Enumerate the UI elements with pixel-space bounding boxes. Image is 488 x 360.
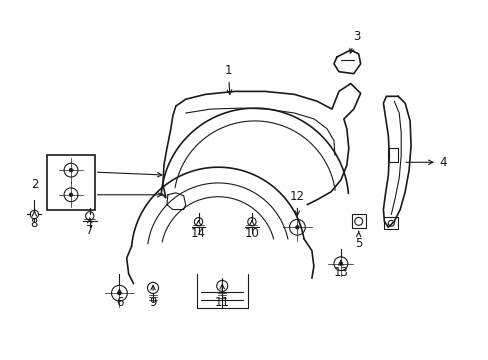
Bar [47, 156, 95, 210]
Text: 5: 5 [354, 231, 362, 250]
Text: 6: 6 [116, 289, 123, 309]
Text: 8: 8 [31, 211, 38, 230]
Text: 4: 4 [405, 156, 447, 169]
Text: 10: 10 [244, 221, 259, 240]
Bar [351, 215, 365, 228]
Text: 3: 3 [349, 30, 360, 53]
Text: 13: 13 [333, 261, 347, 279]
Circle shape [339, 262, 342, 265]
Text: 1: 1 [224, 64, 231, 94]
Text: 12: 12 [289, 190, 305, 215]
Text: 7: 7 [86, 218, 93, 237]
Text: 11: 11 [214, 284, 229, 309]
Text: 9: 9 [149, 285, 157, 309]
Circle shape [118, 292, 121, 295]
Circle shape [69, 169, 72, 172]
Circle shape [295, 226, 298, 229]
Circle shape [69, 193, 72, 196]
Text: 14: 14 [191, 221, 205, 240]
Text: 2: 2 [31, 179, 38, 192]
